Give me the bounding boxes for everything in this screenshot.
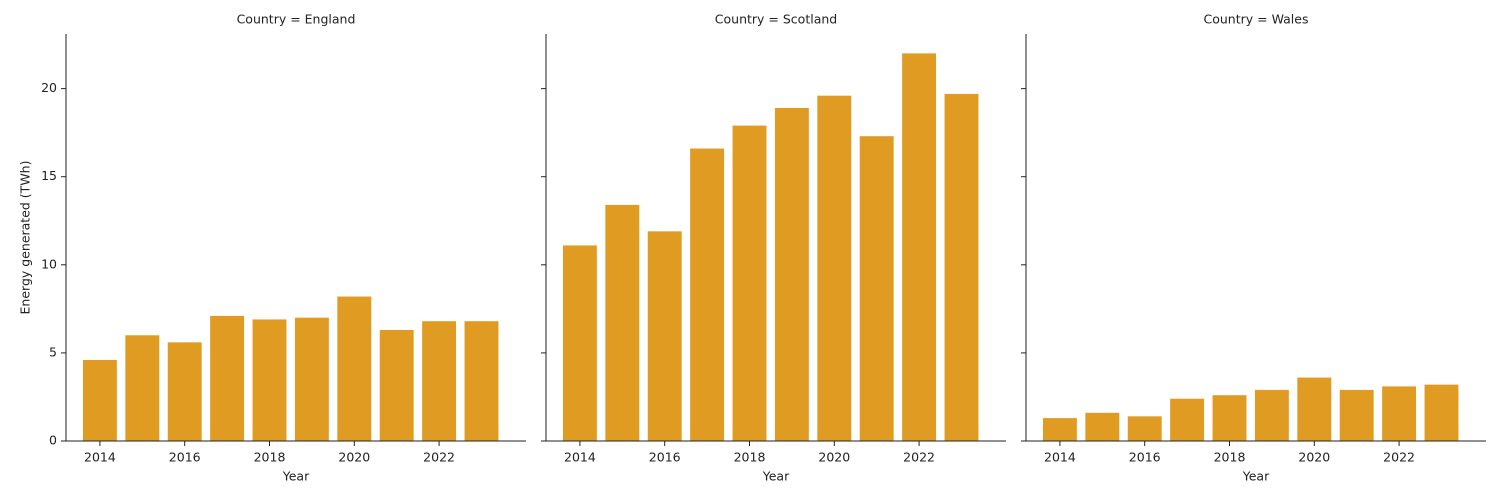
bar: [82, 359, 117, 441]
x-tick-label: 2018: [734, 450, 766, 465]
bar: [1042, 418, 1077, 441]
x-tick-label: 2020: [338, 450, 370, 465]
bar: [859, 136, 894, 441]
x-tick-label: 2022: [903, 450, 935, 465]
bar: [605, 204, 640, 441]
bar: [1212, 395, 1247, 441]
x-tick-label: 2014: [1044, 450, 1076, 465]
x-tick-label: 2014: [84, 450, 116, 465]
bar: [562, 245, 597, 441]
y-tick-label: 20: [41, 80, 57, 95]
bar: [252, 319, 287, 441]
bar: [125, 335, 160, 441]
bar: [210, 315, 245, 441]
bar: [464, 321, 499, 441]
bar: [379, 330, 414, 441]
y-tick-label: 0: [49, 433, 57, 448]
y-axis-label: Energy generated (TWh): [18, 161, 33, 315]
x-tick-label: 2022: [423, 450, 455, 465]
bar: [1085, 412, 1120, 441]
bar: [902, 53, 937, 441]
x-tick-label: 2018: [254, 450, 286, 465]
bar: [167, 342, 202, 441]
x-tick-label: 2014: [564, 450, 596, 465]
panel-title: Country = Wales: [1204, 12, 1309, 27]
bar: [732, 125, 767, 441]
x-axis-label: Year: [762, 469, 790, 484]
bar: [647, 231, 682, 441]
bar: [1254, 389, 1289, 441]
x-tick-label: 2016: [649, 450, 681, 465]
bar: [1382, 386, 1417, 441]
bar: [294, 317, 329, 441]
x-axis-label: Year: [282, 469, 310, 484]
bar: [817, 95, 852, 442]
x-axis-label: Year: [1242, 469, 1270, 484]
bar: [1127, 416, 1162, 441]
bar: [1339, 389, 1374, 441]
y-tick-label: 10: [41, 256, 57, 271]
panel-title: Country = Scotland: [715, 12, 837, 27]
x-tick-label: 2020: [818, 450, 850, 465]
bar: [690, 148, 725, 441]
x-tick-label: 2018: [1214, 450, 1246, 465]
panel-title: Country = England: [237, 12, 356, 27]
bar: [1424, 384, 1459, 441]
x-tick-label: 2022: [1383, 450, 1415, 465]
bar: [1170, 398, 1205, 441]
x-tick-label: 2016: [169, 450, 201, 465]
x-tick-label: 2016: [1129, 450, 1161, 465]
bar: [1297, 377, 1332, 441]
bar: [422, 321, 457, 441]
y-tick-label: 15: [41, 168, 57, 183]
bar: [944, 93, 979, 442]
bar: [337, 296, 372, 441]
bar: [774, 108, 809, 441]
y-tick-label: 5: [49, 344, 57, 359]
x-tick-label: 2020: [1298, 450, 1330, 465]
